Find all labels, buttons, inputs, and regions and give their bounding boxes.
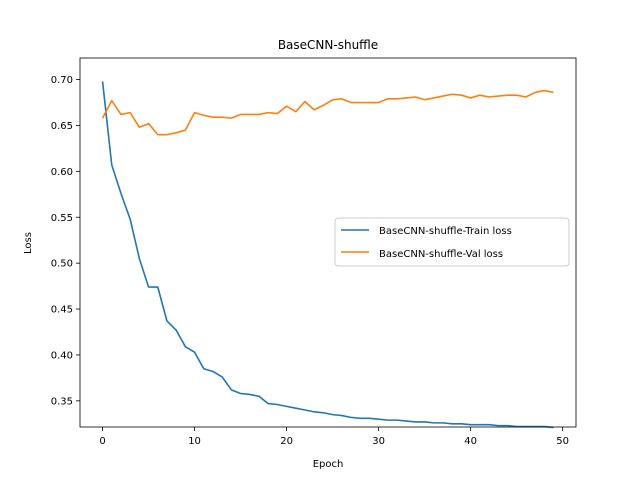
x-tick-label: 30 xyxy=(372,436,385,447)
x-axis-label: Epoch xyxy=(313,459,344,470)
legend-label-train-loss: BaseCNN-shuffle-Train loss xyxy=(379,226,512,237)
x-tick-label: 40 xyxy=(464,436,477,447)
y-tick-label: 0.50 xyxy=(51,259,73,270)
legend-label-val-loss: BaseCNN-shuffle-Val loss xyxy=(379,249,503,260)
y-tick-label: 0.55 xyxy=(51,213,73,224)
x-tick-label: 0 xyxy=(99,436,105,447)
y-axis-label: Loss xyxy=(23,232,34,254)
y-tick-label: 0.70 xyxy=(51,75,73,86)
y-tick-label: 0.65 xyxy=(51,121,73,132)
x-tick-label: 20 xyxy=(280,436,293,447)
x-axis: 0 10 20 30 40 50 xyxy=(99,427,569,447)
series-line-train-loss xyxy=(101,81,554,429)
x-tick-label: 50 xyxy=(556,436,569,447)
plot-lines xyxy=(101,81,554,429)
axes-frame xyxy=(79,57,577,428)
legend-box xyxy=(334,217,570,267)
y-tick-label: 0.45 xyxy=(51,305,73,316)
chart-title: BaseCNN-shuffle xyxy=(278,38,378,52)
y-tick-label: 0.35 xyxy=(51,396,73,407)
y-axis: 0.35 0.40 0.45 0.50 0.55 0.60 0.65 0.70 xyxy=(51,75,80,407)
x-tick-label: 10 xyxy=(188,436,201,447)
y-tick-label: 0.60 xyxy=(51,167,73,178)
y-tick-label: 0.40 xyxy=(51,350,73,361)
legend: BaseCNN-shuffle-Train loss BaseCNN-shuff… xyxy=(334,217,570,267)
series-line-val-loss xyxy=(101,89,554,136)
